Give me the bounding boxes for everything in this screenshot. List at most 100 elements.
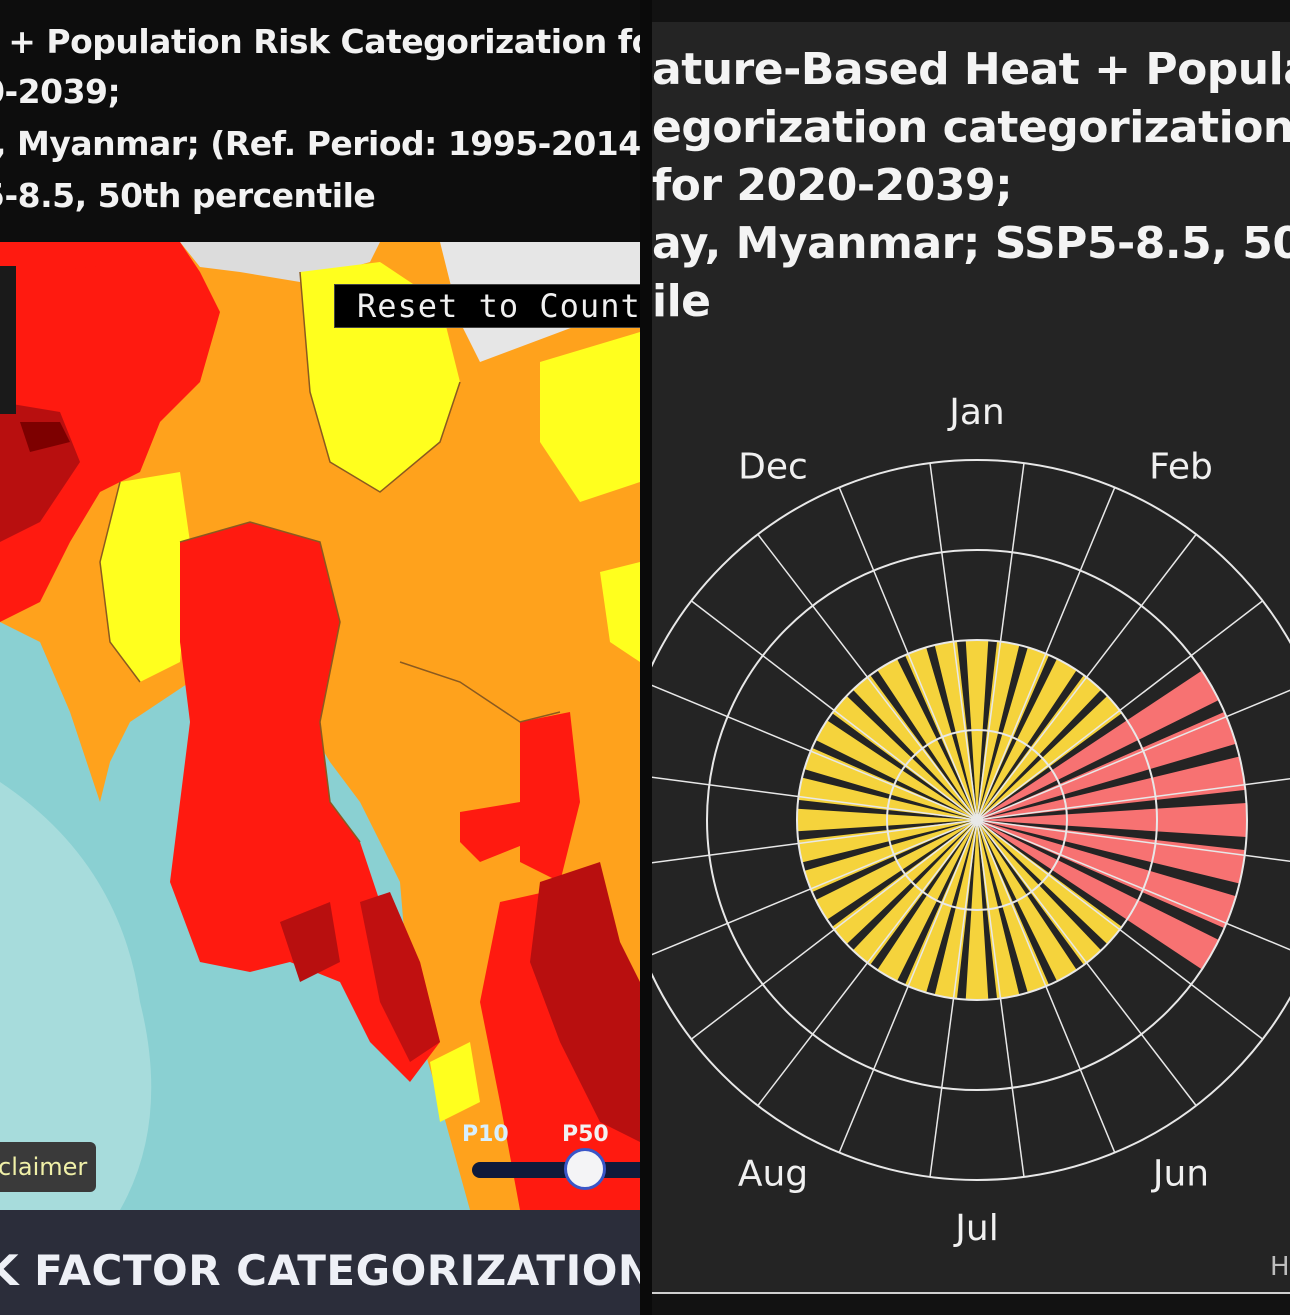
polar-bar[interactable]: [798, 820, 977, 863]
percentile-slider-thumb[interactable]: [564, 1148, 606, 1190]
map-panel: t + Population Risk Categorization for 0…: [0, 0, 640, 1315]
polar-bar[interactable]: [877, 820, 977, 982]
map-title: t + Population Risk Categorization for 0…: [0, 14, 640, 240]
polar-grid-spoke: [976, 487, 1116, 821]
polar-bar[interactable]: [977, 803, 1247, 837]
polar-grid-spoke: [690, 819, 978, 1040]
chart-title-line-1: ature-Based Heat + Populatio: [652, 44, 1290, 95]
border-line: [179, 521, 361, 843]
polar-bar[interactable]: [832, 820, 977, 945]
polar-bar[interactable]: [977, 820, 1020, 999]
sea-shade: [0, 782, 152, 1210]
chart-title-line-3: for 2020-2039;: [652, 160, 1013, 211]
polar-bar[interactable]: [977, 820, 1246, 884]
polar-grid-spoke: [976, 600, 1264, 821]
polar-grid-spoke: [652, 776, 978, 821]
month-label-jun: Jun: [1151, 1153, 1209, 1194]
map-zoom-control[interactable]: [0, 266, 16, 414]
polar-bar[interactable]: [977, 658, 1077, 820]
polar-bar[interactable]: [798, 777, 977, 820]
region-darkred-tanintharyi: [360, 892, 440, 1062]
polar-bar[interactable]: [832, 695, 977, 820]
panel-divider: [640, 0, 652, 1315]
region-red-east: [520, 712, 580, 882]
disclaimer-button[interactable]: claimer: [0, 1142, 96, 1192]
region-yellow-south: [430, 1042, 480, 1122]
polar-grid-ring: [886, 729, 1068, 911]
slider-label-p50: P50: [562, 1122, 609, 1147]
map-title-line-3: , Myanmar; (Ref. Period: 1995-2014),: [0, 124, 640, 163]
risk-map[interactable]: [0, 242, 640, 1210]
polar-grid-spoke: [652, 819, 978, 956]
polar-grid-spoke: [976, 533, 1197, 821]
region-red-northwest: [0, 242, 220, 622]
polar-bar[interactable]: [815, 720, 977, 820]
polar-grid-ring: [706, 549, 1248, 1091]
region-red-east-2: [460, 802, 530, 862]
polar-bar[interactable]: [977, 670, 1219, 820]
polar-bar[interactable]: [852, 820, 977, 965]
section-heading-bar: K FACTOR CATEGORIZATION: [0, 1210, 640, 1315]
polar-grid-spoke: [976, 819, 1290, 862]
polar-grid-spoke: [929, 462, 978, 821]
polar-grid-spoke: [976, 819, 1025, 1178]
polar-bar[interactable]: [977, 820, 1122, 945]
region-yellow-east: [540, 332, 640, 502]
month-label-feb: Feb: [1149, 447, 1213, 488]
polar-grid-spoke: [976, 819, 1197, 1107]
map-title-line-2: 0-2039;: [0, 72, 121, 111]
polar-bar[interactable]: [977, 675, 1102, 820]
region-red-north: [40, 262, 160, 342]
chart-title-line-4: ay, Myanmar; SSP5-8.5, 50th: [652, 218, 1290, 269]
month-label-dec: Dec: [738, 447, 808, 488]
legend-fragment: H: [1270, 1252, 1290, 1282]
month-label-jul: Jul: [953, 1208, 998, 1249]
polar-grid-spoke: [652, 684, 978, 821]
region-darkred-central: [280, 902, 340, 982]
map-title-line-4: 5-8.5, 50th percentile: [0, 176, 376, 215]
polar-grid-spoke: [838, 819, 978, 1153]
chart-top-bar: [652, 0, 1290, 22]
chart-title-line-2: egorization categorization by: [652, 102, 1290, 153]
polar-bar[interactable]: [934, 641, 977, 820]
polar-grid-spoke: [929, 819, 978, 1178]
polar-bars: [797, 640, 1247, 1001]
month-label-aug: Aug: [738, 1153, 808, 1194]
polar-grid-spoke: [976, 689, 1290, 821]
polar-bar[interactable]: [934, 820, 977, 999]
chart-bottom-bar: [652, 1292, 1290, 1315]
polar-grid-ring: [652, 459, 1290, 1181]
chart-panel: ature-Based Heat + Populatio egorization…: [652, 0, 1290, 1315]
polar-bar[interactable]: [815, 820, 977, 920]
chart-title-line-5: ile: [652, 276, 711, 327]
polar-grid-spoke: [652, 819, 978, 864]
polar-bar[interactable]: [977, 695, 1122, 820]
polar-bar[interactable]: [977, 641, 1020, 820]
reset-to-country-button[interactable]: Reset to Count: [334, 284, 640, 328]
polar-bar[interactable]: [977, 820, 1219, 970]
map-svg[interactable]: [0, 242, 640, 1210]
polar-bar[interactable]: [852, 675, 977, 820]
polar-grid: [652, 459, 1290, 1181]
polar-bar[interactable]: [877, 658, 977, 820]
polar-grid-spoke: [757, 533, 978, 821]
slider-label-p10: P10: [462, 1122, 509, 1147]
polar-bar-chart[interactable]: Jan Feb Jun Jul Aug Dec: [652, 0, 1290, 1315]
polar-grid-spoke: [976, 819, 1264, 1040]
polar-bar[interactable]: [977, 820, 1077, 982]
polar-month-labels: Jan Feb Jun Jul Aug Dec: [738, 392, 1213, 1249]
polar-bar[interactable]: [977, 820, 1102, 965]
polar-grid-spoke: [976, 819, 1290, 951]
polar-grid-ring: [796, 639, 1158, 1001]
border-line-2: [299, 271, 461, 493]
percentile-slider-track[interactable]: [472, 1162, 640, 1178]
polar-grid-spoke: [690, 600, 978, 821]
region-darkred-west-core: [20, 422, 70, 452]
month-label-jan: Jan: [947, 392, 1005, 433]
polar-grid-spoke: [976, 778, 1290, 821]
polar-grid-spoke: [976, 819, 1116, 1153]
polar-bar[interactable]: [977, 756, 1246, 820]
polar-grid-spoke: [757, 819, 978, 1107]
region-darkred-southeast: [530, 862, 640, 1142]
polar-grid-spoke: [838, 487, 978, 821]
